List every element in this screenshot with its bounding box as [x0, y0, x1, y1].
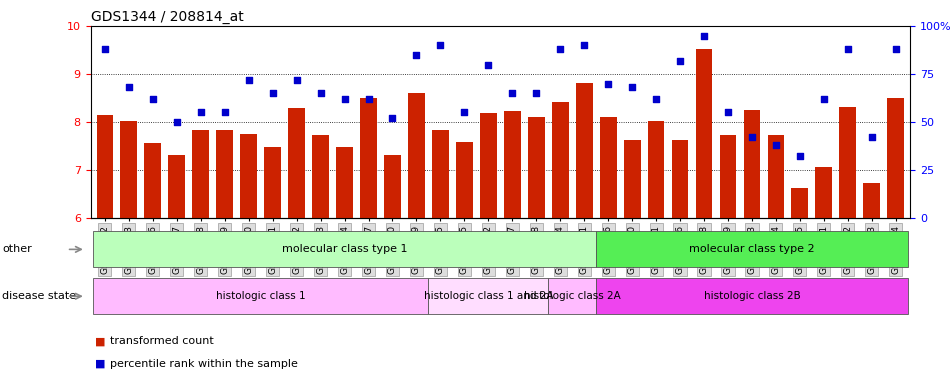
Bar	[431, 130, 448, 218]
Bar	[93, 278, 428, 314]
Bar	[599, 117, 616, 218]
Bar	[145, 143, 161, 218]
Point	[505, 90, 520, 96]
Bar	[120, 121, 137, 218]
Point	[217, 110, 232, 116]
Point	[480, 62, 495, 68]
Bar	[336, 147, 352, 218]
Point	[528, 90, 544, 96]
Bar	[547, 278, 596, 314]
Text: histologic class 1 and 2A: histologic class 1 and 2A	[423, 291, 552, 301]
Point	[456, 110, 471, 116]
Bar	[240, 134, 257, 218]
Bar	[624, 140, 640, 218]
Point	[600, 81, 615, 87]
Point	[337, 96, 352, 102]
Bar	[791, 188, 807, 218]
Point	[576, 42, 591, 48]
Bar	[596, 278, 906, 314]
Text: other: other	[2, 244, 31, 254]
Text: histologic class 2B: histologic class 2B	[703, 291, 800, 301]
Bar	[192, 130, 208, 218]
Text: transformed count: transformed count	[109, 336, 213, 346]
Bar	[384, 155, 401, 218]
Bar	[480, 113, 496, 218]
Text: histologic class 1: histologic class 1	[216, 291, 306, 301]
Bar	[527, 117, 545, 218]
Point	[385, 115, 400, 121]
Bar	[93, 231, 596, 267]
Bar	[169, 155, 185, 218]
Point	[624, 84, 639, 90]
Point	[767, 142, 783, 148]
Point	[408, 52, 424, 58]
Bar	[743, 110, 760, 218]
Bar	[863, 183, 880, 218]
Bar	[312, 135, 328, 218]
Bar	[455, 142, 472, 218]
Text: molecular class type 1: molecular class type 1	[282, 244, 407, 254]
Point	[744, 134, 759, 140]
Bar	[264, 147, 281, 218]
Bar	[216, 130, 233, 218]
Point	[288, 77, 304, 83]
Point	[815, 96, 830, 102]
Point	[696, 33, 711, 39]
Bar	[886, 98, 903, 218]
Bar	[407, 93, 425, 218]
Point	[887, 46, 902, 52]
Bar	[428, 278, 547, 314]
Text: GDS1344 / 208814_at: GDS1344 / 208814_at	[90, 10, 243, 24]
Point	[672, 58, 687, 64]
Point	[863, 134, 879, 140]
Point	[312, 90, 327, 96]
Point	[840, 46, 855, 52]
Point	[265, 90, 280, 96]
Text: ■: ■	[95, 336, 106, 346]
Bar	[815, 167, 831, 217]
Bar	[360, 98, 376, 218]
Text: ■: ■	[95, 359, 106, 369]
Point	[121, 84, 136, 90]
Text: disease state: disease state	[2, 291, 76, 301]
Bar	[695, 49, 712, 217]
Bar	[839, 106, 855, 218]
Bar	[575, 82, 592, 218]
Bar	[647, 121, 664, 218]
Point	[193, 110, 208, 116]
Point	[432, 42, 447, 48]
Bar	[719, 135, 736, 218]
Bar	[596, 231, 906, 267]
Point	[552, 46, 567, 52]
Point	[720, 110, 735, 116]
Bar	[551, 102, 568, 217]
Text: molecular class type 2: molecular class type 2	[688, 244, 814, 254]
Bar	[504, 111, 520, 218]
Bar	[288, 108, 305, 217]
Point	[241, 77, 256, 83]
Bar	[766, 135, 783, 218]
Text: histologic class 2A: histologic class 2A	[524, 291, 620, 301]
Point	[169, 119, 185, 125]
Bar	[96, 115, 113, 218]
Point	[97, 46, 112, 52]
Point	[791, 153, 806, 159]
Text: percentile rank within the sample: percentile rank within the sample	[109, 359, 297, 369]
Point	[145, 96, 160, 102]
Point	[361, 96, 376, 102]
Bar	[671, 140, 687, 218]
Point	[647, 96, 663, 102]
